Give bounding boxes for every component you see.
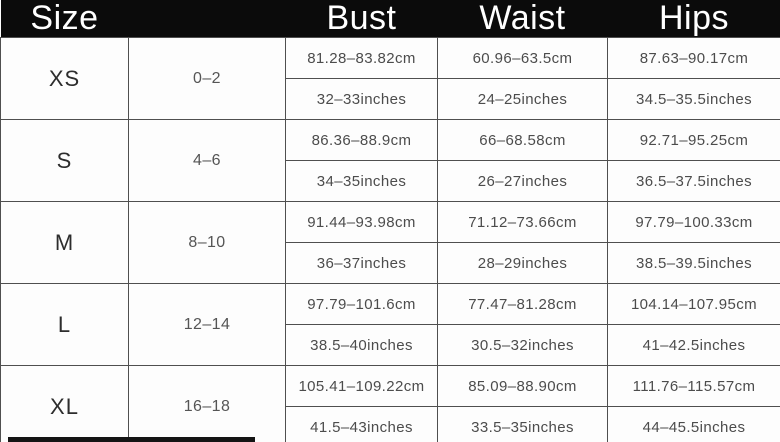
- hips-inches-value: 41–42.5inches: [607, 324, 780, 366]
- size-label: XL: [0, 365, 129, 442]
- size-range: 0–2: [128, 37, 286, 120]
- size-chart-header: Size Bust Waist Hips: [0, 0, 780, 38]
- waist-cm-value: 60.96–63.5cm: [437, 37, 608, 79]
- header-row: Size Bust Waist Hips: [0, 0, 780, 38]
- size-range: 16–18: [128, 365, 286, 442]
- hips-cm-value: 111.76–115.57cm: [607, 365, 780, 407]
- waist-cm-value: 85.09–88.90cm: [437, 365, 608, 407]
- col-header-waist: Waist: [437, 0, 608, 38]
- hips-cm-value: 92.71–95.25cm: [607, 119, 780, 161]
- waist-inches-value: 28–29inches: [437, 242, 608, 284]
- hips-inches-value: 38.5–39.5inches: [607, 242, 780, 284]
- bust-cm-value: 97.79–101.6cm: [285, 283, 438, 325]
- bust-inches-value: 38.5–40inches: [285, 324, 438, 366]
- col-header-us-size: [128, 0, 286, 38]
- table-row-l-cm: L 12–14 97.79–101.6cm 77.47–81.28cm 104.…: [0, 283, 780, 366]
- bust-inches-value: 32–33inches: [285, 78, 438, 120]
- waist-cm-value: 66–68.58cm: [437, 119, 608, 161]
- size-range: 8–10: [128, 201, 286, 284]
- size-range: 12–14: [128, 283, 286, 366]
- waist-inches-value: 30.5–32inches: [437, 324, 608, 366]
- hips-inches-value: 44–45.5inches: [607, 406, 780, 442]
- size-label: S: [0, 119, 129, 202]
- table-row-m-inches: 36–37inches 28–29inches 38.5–39.5inches: [1, 242, 780, 284]
- waist-inches-value: 24–25inches: [437, 78, 608, 120]
- table-row-xs-inches: 32–33inches 24–25inches 34.5–35.5inches: [1, 78, 780, 120]
- hips-inches-value: 36.5–37.5inches: [607, 160, 780, 202]
- col-header-bust: Bust: [285, 0, 438, 38]
- table-row-m-cm: M 8–10 91.44–93.98cm 71.12–73.66cm 97.79…: [0, 201, 780, 284]
- bust-cm-value: 81.28–83.82cm: [285, 37, 438, 79]
- waist-inches-value: 26–27inches: [437, 160, 608, 202]
- hips-inches-value: 34.5–35.5inches: [607, 78, 780, 120]
- hips-cm-value: 97.79–100.33cm: [607, 201, 780, 243]
- waist-cm-value: 77.47–81.28cm: [437, 283, 608, 325]
- waist-cm-value: 71.12–73.66cm: [437, 201, 608, 243]
- table-row-s-cm: S 4–6 86.36–88.9cm 66–68.58cm 92.71–95.2…: [0, 119, 780, 202]
- bust-cm-value: 105.41–109.22cm: [285, 365, 438, 407]
- hips-cm-value: 87.63–90.17cm: [607, 37, 780, 79]
- size-label: M: [0, 201, 129, 284]
- table-row-xs-cm: XS 0–2 81.28–83.82cm 60.96–63.5cm 87.63–…: [0, 37, 780, 120]
- size-range: 4–6: [128, 119, 286, 202]
- bust-inches-value: 36–37inches: [285, 242, 438, 284]
- bust-cm-value: 91.44–93.98cm: [285, 201, 438, 243]
- size-label: L: [0, 283, 129, 366]
- bust-inches-value: 34–35inches: [285, 160, 438, 202]
- table-row-xl-cm: XL 16–18 105.41–109.22cm 85.09–88.90cm 1…: [0, 365, 780, 442]
- cropped-next-section-edge: [8, 437, 255, 442]
- table-row-xl-inches: 41.5–43inches 33.5–35inches 44–45.5inche…: [1, 406, 780, 442]
- table-row-s-inches: 34–35inches 26–27inches 36.5–37.5inches: [1, 160, 780, 202]
- col-header-size: Size: [0, 0, 129, 38]
- hips-cm-value: 104.14–107.95cm: [607, 283, 780, 325]
- col-header-hips: Hips: [607, 0, 780, 38]
- size-label: XS: [0, 37, 129, 120]
- bust-inches-value: 41.5–43inches: [285, 406, 438, 442]
- table-row-l-inches: 38.5–40inches 30.5–32inches 41–42.5inche…: [1, 324, 780, 366]
- waist-inches-value: 33.5–35inches: [437, 406, 608, 442]
- bust-cm-value: 86.36–88.9cm: [285, 119, 438, 161]
